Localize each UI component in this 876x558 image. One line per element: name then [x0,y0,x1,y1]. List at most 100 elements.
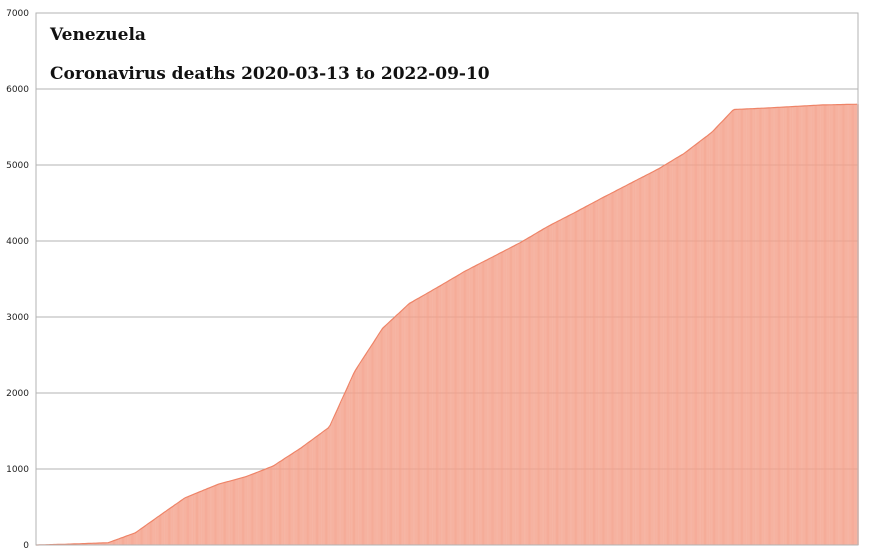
bar [554,222,556,545]
bar [255,473,257,545]
bar [84,543,86,545]
bar [801,106,802,545]
bar [295,451,297,545]
bar [470,268,472,545]
bar [563,218,565,545]
bar [116,539,118,545]
bar [182,499,183,545]
bar [352,375,354,545]
bar [857,104,858,545]
bar [572,213,574,545]
bar [265,469,266,545]
bar [487,259,488,545]
bar [592,202,594,545]
bar [528,237,530,546]
bar [378,333,380,545]
bar [709,134,710,545]
bar [742,109,744,546]
bar [141,528,143,545]
bar [754,108,755,545]
bar [257,471,259,545]
bar [694,145,696,546]
bar [350,381,351,545]
bar [299,448,301,545]
bar [120,538,122,545]
bar [674,159,676,545]
bar [521,241,523,546]
bar [804,105,806,545]
bar [477,264,478,545]
bar [185,497,187,545]
bar [348,385,349,545]
bar [703,138,705,545]
bar [344,393,346,545]
bar [734,109,736,545]
bar [207,488,209,545]
bar [506,249,507,545]
bar [201,491,202,545]
bar [135,532,137,545]
bar [535,233,537,546]
bar [605,196,607,545]
bar [728,114,730,546]
bar [88,543,90,545]
bar [256,472,257,545]
bar [204,489,206,545]
bar [81,543,82,545]
bar [690,148,691,546]
bar [368,349,370,545]
bar [436,287,438,545]
bar [730,112,732,546]
bar [264,469,266,545]
y-tick-labels: 0 1000 2000 3000 4000 5000 6000 7000 [6,9,29,551]
bar [100,543,101,545]
bar [817,105,819,546]
bar [310,441,312,545]
bar [729,113,731,545]
bar [220,483,221,545]
bar [347,387,349,545]
bar [698,142,700,545]
bar [684,152,686,545]
bar [451,278,453,545]
bar [156,518,157,545]
bar [491,257,493,545]
bar [663,166,664,545]
bar [174,504,176,545]
bar [546,227,548,545]
bar [636,179,638,546]
bar [497,254,498,545]
bar [644,176,645,545]
bar [285,457,287,545]
bar [543,229,544,545]
bar [649,173,651,545]
bar [767,107,769,545]
bar [145,525,146,545]
y-tick-label: 5000 [6,161,29,171]
bar [403,309,405,545]
bar [809,105,811,546]
bar [97,543,99,545]
bar [457,275,459,545]
bar [351,377,353,545]
area-outline [36,103,858,546]
bar [346,389,348,545]
bar [371,345,373,545]
bar [844,104,846,545]
bar [306,443,308,545]
bar [577,211,579,545]
bar [600,198,602,545]
bar [80,543,81,545]
bar [376,338,377,545]
bar [713,130,715,546]
bar [533,235,534,545]
bar [220,483,222,545]
bar [187,496,189,545]
bar [621,187,623,545]
bar [619,188,621,545]
bar [454,277,456,545]
bar [830,104,832,546]
bar [620,188,622,546]
bar [796,106,798,545]
bar [635,180,636,545]
